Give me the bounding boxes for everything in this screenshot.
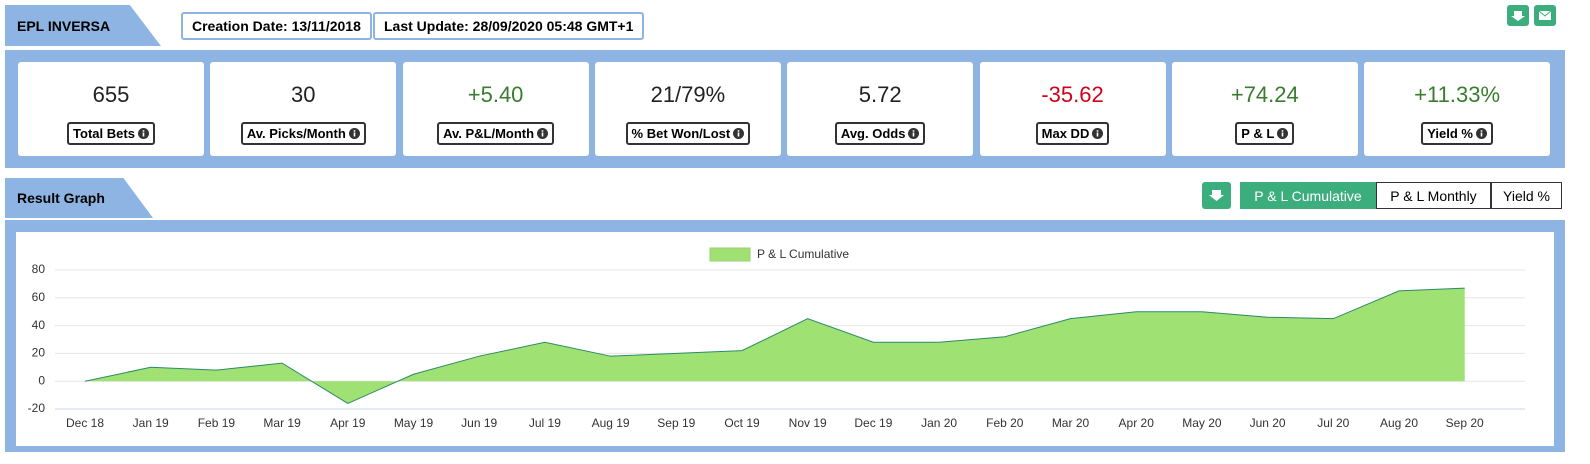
creation-date: Creation Date: 13/11/2018 <box>181 12 372 40</box>
stat-card: +74.24 P & L <box>1171 62 1358 156</box>
x-tick-label: Feb 20 <box>986 416 1024 430</box>
x-tick-label: May 19 <box>394 416 434 430</box>
stat-value: 21/79% <box>650 82 726 107</box>
x-tick-label: Mar 20 <box>1052 416 1090 430</box>
x-tick-label: Nov 19 <box>789 416 827 430</box>
stat-label: Max DD <box>1035 122 1110 145</box>
stat-value: +11.33% <box>1414 82 1501 107</box>
stat-label: Yield % <box>1421 122 1493 145</box>
area <box>85 288 1465 404</box>
title-tab: EPL INVERSA <box>5 5 161 46</box>
x-tick-label: Dec 19 <box>854 416 892 430</box>
legend-label: P & L Cumulative <box>757 247 849 261</box>
x-tick-label: Sep 19 <box>657 416 695 430</box>
graph-download[interactable] <box>1202 182 1231 209</box>
area-line <box>84 287 1465 405</box>
x-tick-label: Jan 19 <box>133 416 169 430</box>
y-tick-label: 20 <box>32 346 46 360</box>
y-tick-label: -20 <box>28 401 46 415</box>
info-icon <box>1092 128 1104 139</box>
y-tick-label: 0 <box>38 373 45 387</box>
y-tick-label: 80 <box>32 262 46 276</box>
stat-value: 5.72 <box>858 82 902 107</box>
x-tick-label: Feb 19 <box>198 416 236 430</box>
graph-button[interactable]: P & L Cumulative <box>1240 182 1376 209</box>
x-tick-label: Jan 20 <box>921 416 957 430</box>
stat-card: 5.72 Avg. Odds <box>787 62 974 156</box>
stat-label: % Bet Won/Lost <box>625 122 751 145</box>
info-icon <box>1475 128 1487 139</box>
last-update: Last Update: 28/09/2020 05:48 GMT+1 <box>373 12 645 40</box>
info-icon <box>348 128 360 139</box>
stat-label-text: Total Bets <box>73 126 135 141</box>
x-tick-label: May 20 <box>1182 416 1222 430</box>
x-tick-label: Apr 20 <box>1119 416 1155 430</box>
stat-value: 655 <box>92 82 130 107</box>
x-tick-label: Jul 20 <box>1317 416 1349 430</box>
y-tick-label: 40 <box>32 318 46 332</box>
stat-value: 30 <box>291 82 316 107</box>
x-tick-label: Sep 20 <box>1446 416 1484 430</box>
stat-card: 30 Av. Picks/Month <box>210 62 397 156</box>
x-tick-label: Aug 20 <box>1380 416 1418 430</box>
stat-label-text: Max DD <box>1041 126 1090 141</box>
stat-label-text: % Bet Won/Lost <box>631 126 731 141</box>
stat-card: 655 Total Bets <box>18 62 204 156</box>
graph-button[interactable]: Yield % <box>1491 182 1562 209</box>
x-tick-label: Apr 19 <box>330 416 366 430</box>
y-tick-label: 60 <box>32 290 46 304</box>
stat-label-text: Yield % <box>1427 126 1473 141</box>
x-tick-label: Jun 20 <box>1250 416 1286 430</box>
stat-value: -35.62 <box>1041 82 1104 107</box>
x-tick-label: Jul 19 <box>529 416 561 430</box>
stat-card: -35.62 Max DD <box>979 62 1166 156</box>
download-button[interactable] <box>1507 5 1529 26</box>
stat-label-text: Av. P&L/Month <box>443 126 535 141</box>
stat-label: Av. Picks/Month <box>240 122 366 145</box>
legend-swatch <box>709 247 751 262</box>
x-tick-label: Jun 19 <box>461 416 497 430</box>
stat-card: +11.33% Yield % <box>1364 62 1551 156</box>
graph-button[interactable]: P & L Monthly <box>1376 182 1491 209</box>
info-icon <box>1277 128 1289 139</box>
stat-label-text: Av. Picks/Month <box>246 126 346 141</box>
stat-label: Av. P&L/Month <box>437 122 555 145</box>
stat-label: Total Bets <box>67 122 155 145</box>
stat-label-text: P & L <box>1241 126 1275 141</box>
graph-tab: Result Graph <box>5 178 153 218</box>
x-tick-label: Aug 19 <box>592 416 630 430</box>
info-icon <box>137 128 149 139</box>
stat-value: +74.24 <box>1230 82 1299 107</box>
info-icon <box>733 128 745 139</box>
stat-label: P & L <box>1235 122 1295 145</box>
chart: -20 0 20 40 60 80 Dec 18 Jan 19 Feb 19 Mar 19 Apr … <box>16 232 1554 446</box>
x-tick-label: Mar 19 <box>263 416 301 430</box>
stat-card: +5.40 Av. P&L/Month <box>402 62 589 156</box>
stat-label: Avg. Odds <box>834 122 926 145</box>
stat-card: 21/79% % Bet Won/Lost <box>594 62 781 156</box>
info-icon <box>537 128 549 139</box>
stat-label-text: Avg. Odds <box>840 126 906 141</box>
email-button[interactable] <box>1534 5 1556 26</box>
info-icon <box>908 128 920 139</box>
x-tick-label: Dec 18 <box>66 416 104 430</box>
x-tick-label: Oct 19 <box>724 416 760 430</box>
stat-value: +5.40 <box>467 82 524 107</box>
